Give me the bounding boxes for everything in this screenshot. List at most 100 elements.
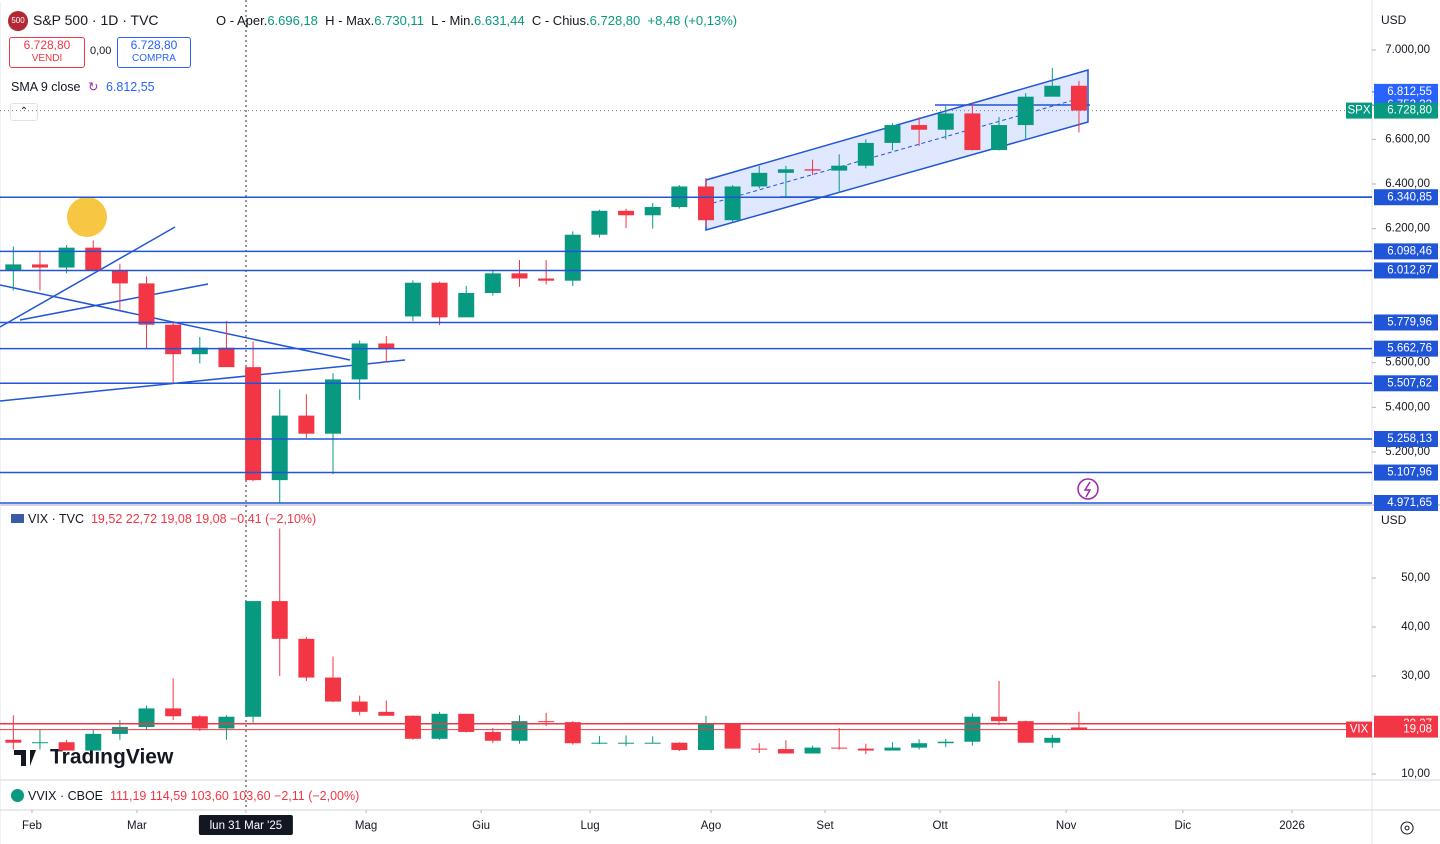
candle-body <box>777 169 794 173</box>
ohlc-key: L - Min. <box>431 13 475 28</box>
x-tick-label: Nov <box>1056 820 1077 832</box>
x-tick-label: Ago <box>701 820 721 832</box>
candle-body <box>831 747 848 749</box>
trend-line <box>0 226 176 328</box>
candle-body <box>937 741 954 744</box>
indicator[interactable]: SMA 9 close ↻ 6.812,55 <box>11 80 155 94</box>
candle-body <box>404 282 421 317</box>
candle-body <box>245 367 262 481</box>
candle-body <box>218 716 235 729</box>
price-badge <box>1374 83 1438 100</box>
level-badge <box>1374 464 1438 481</box>
vix-values: 19,52 22,72 19,08 19,08 −0,41 (−2,10%) <box>90 512 317 526</box>
candle-body <box>857 748 874 751</box>
candle-body <box>751 748 768 750</box>
vvix-title: VVIX · CBOE <box>28 789 104 803</box>
candle-body <box>458 713 475 732</box>
currency[interactable]: USD <box>1381 13 1407 27</box>
sell-button[interactable]: 6.728,80 VENDI <box>9 37 85 68</box>
symbol-badge: 500 <box>8 11 28 31</box>
event-icon-bolt <box>1083 481 1092 498</box>
candle-body <box>1017 96 1034 126</box>
candle-body <box>271 415 288 481</box>
candle-body <box>351 343 368 380</box>
candle-body <box>804 169 821 171</box>
candle-body <box>431 713 448 739</box>
level-label: 5.662,76 <box>1387 343 1432 355</box>
vix-legend: VIX · TVC 19,52 22,72 19,08 19,08 −0,41 … <box>11 512 316 526</box>
x-tick-label: Dic <box>1175 820 1192 832</box>
ohlc-key: C - Chius. <box>531 13 590 28</box>
candle-body <box>378 343 395 350</box>
candle-body <box>511 721 528 741</box>
candle-body <box>618 210 635 216</box>
y-tick-label: 30,00 <box>1401 670 1430 682</box>
candle-body <box>591 210 608 235</box>
candle-body <box>85 247 102 271</box>
plot-area <box>5 67 1087 503</box>
candle-body <box>697 723 714 751</box>
indicator-name: SMA 9 close <box>11 80 81 94</box>
logo-mark <box>14 750 36 766</box>
candle-body <box>724 723 741 749</box>
candle-body <box>138 283 155 325</box>
candle-body <box>378 711 395 716</box>
candle-body <box>911 125 928 130</box>
candle-body <box>564 234 581 281</box>
candle-body <box>58 742 75 751</box>
candle-body <box>671 742 688 751</box>
candle-body <box>85 733 102 751</box>
level-badge <box>1374 189 1438 206</box>
buy-label: COMPRA <box>132 53 176 64</box>
candle-body <box>325 677 342 702</box>
x-tick-label: Mag <box>355 820 377 832</box>
price-badge <box>1374 102 1438 119</box>
x-tick-label: lun 31 Mar '25 <box>210 820 283 832</box>
y-tick-label: 5.200,00 <box>1385 446 1430 458</box>
y-tick-label: 5.400,00 <box>1385 401 1430 413</box>
candle-body <box>911 743 928 748</box>
spread: 0,00 <box>90 45 112 57</box>
y-tick-label: 40,00 <box>1401 621 1430 633</box>
level-label: 5.507,62 <box>1387 377 1432 389</box>
candle-body <box>991 716 1008 722</box>
level-badge <box>1374 314 1438 331</box>
y-tick-label: 6.400,00 <box>1385 178 1430 190</box>
ohlc: O - Aper.6.696,18 H - Max.6.730,11 L - M… <box>216 13 737 28</box>
ohlc-key: O - Aper. <box>216 13 268 28</box>
candle-body <box>1017 721 1034 743</box>
candle-body <box>298 415 315 434</box>
collapse-button[interactable]: ⌃ <box>10 103 38 121</box>
candle-body <box>724 186 741 221</box>
x-tick-label: Giu <box>472 820 490 832</box>
settings-icon[interactable] <box>1400 821 1414 835</box>
y-tick-label: 50,00 <box>1401 572 1430 584</box>
symbol-badge <box>1346 102 1372 119</box>
indicator-value: 6.812,55 <box>105 80 155 94</box>
level-badge <box>1374 375 1438 392</box>
ohlc-value: 6.730,11 <box>374 13 424 28</box>
symbol-badge <box>1346 721 1372 738</box>
event-icon[interactable] <box>1077 478 1099 500</box>
price-badge <box>1374 721 1438 738</box>
candle-body <box>484 273 501 293</box>
candle-body <box>777 749 794 754</box>
trend-line <box>0 359 406 402</box>
buy-price: 6.728,80 <box>130 38 178 52</box>
candle-body <box>564 722 581 744</box>
candle-body <box>857 142 874 166</box>
change: +8,48 (+0,13%) <box>647 13 738 28</box>
buy-button[interactable]: 6.728,80 COMPRA <box>117 37 191 68</box>
currency[interactable]: USD <box>1381 513 1407 527</box>
candle-body <box>1070 85 1087 111</box>
level-label: 6.012,87 <box>1387 264 1432 276</box>
candle-body <box>245 601 262 717</box>
level-label: 4.971,65 <box>1387 497 1432 509</box>
price-badge-label: 6.728,80 <box>1387 105 1432 117</box>
level-label: 5.779,96 <box>1387 317 1432 329</box>
candle-body <box>751 172 768 187</box>
candle-body <box>538 721 555 723</box>
level-badge <box>1374 243 1438 260</box>
symbol[interactable]: S&P 500 · 1D · TVC <box>33 12 159 28</box>
